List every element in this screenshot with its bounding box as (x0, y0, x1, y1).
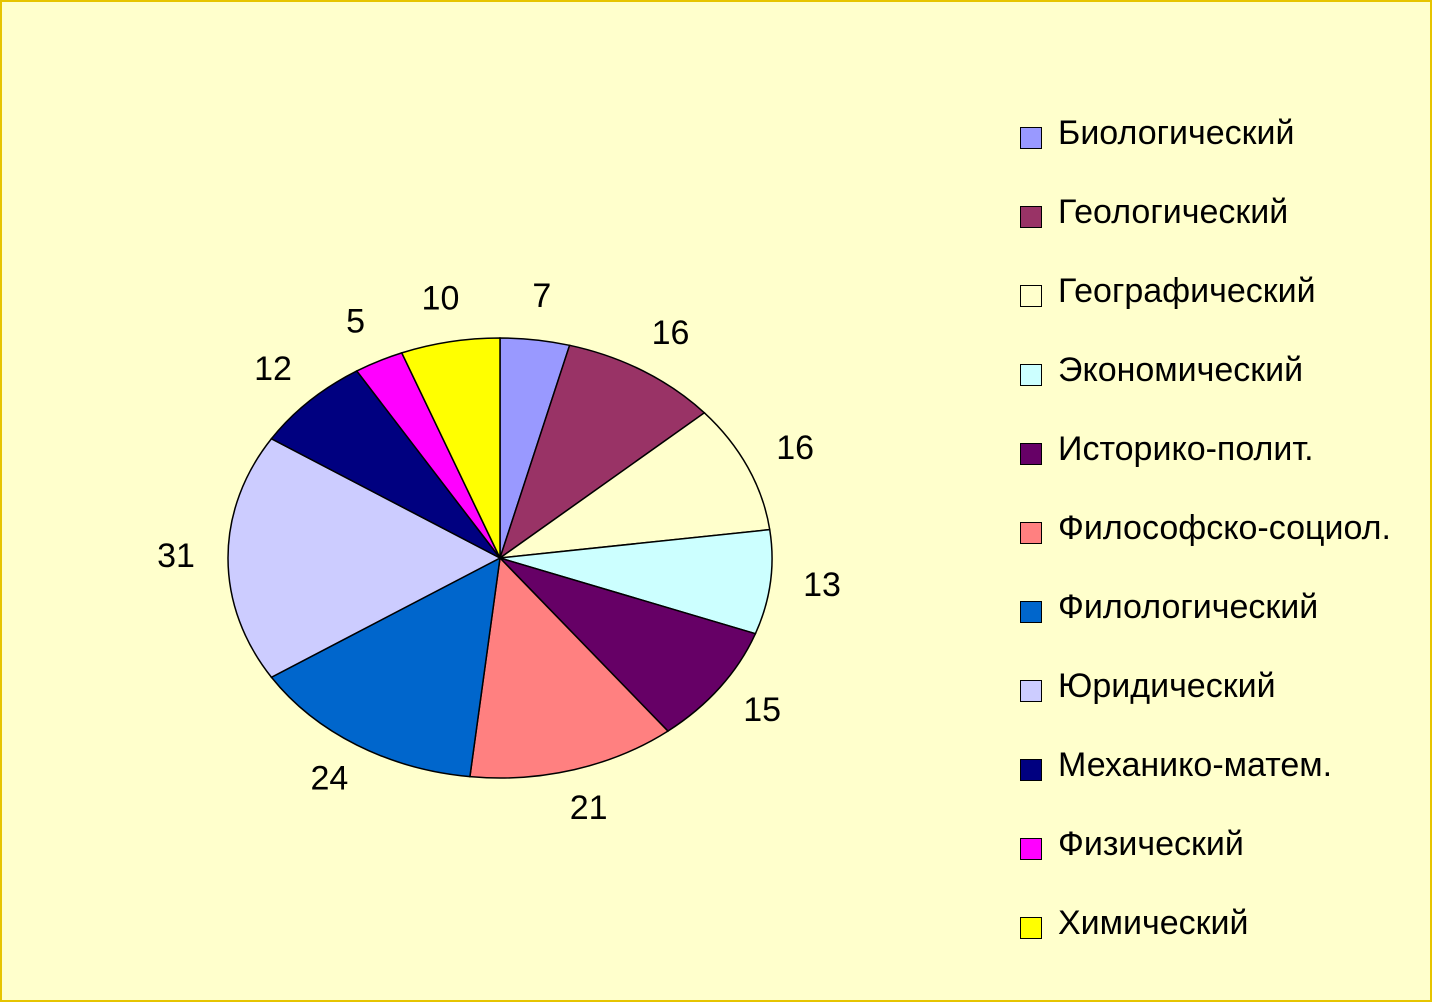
pie-slice (499, 528, 773, 635)
legend-item: Геологический (1020, 193, 1425, 276)
legend-swatch (1020, 522, 1042, 544)
legend-item: Юридический (1020, 667, 1425, 750)
pie-slice (497, 556, 757, 733)
legend-label: Историко-полит. (1058, 430, 1314, 468)
pie-slice (497, 411, 771, 560)
data-label: 7 (532, 277, 551, 315)
legend-item: Механико-матем. (1020, 746, 1425, 829)
legend-label: Химический (1058, 904, 1249, 942)
legend-label: Юридический (1058, 667, 1276, 705)
legend-label: Филологический (1058, 588, 1319, 626)
data-label: 16 (652, 314, 690, 352)
data-label: 10 (422, 279, 460, 317)
legend-swatch (1020, 443, 1042, 465)
pie-slice (270, 370, 501, 559)
pie-slice (227, 437, 502, 679)
data-label: 24 (311, 760, 349, 798)
data-label: 15 (743, 691, 781, 729)
legend-label: Экономический (1058, 351, 1304, 389)
data-label: 13 (803, 566, 841, 604)
legend-swatch (1020, 285, 1042, 307)
pie-slice (270, 556, 501, 778)
data-label: 12 (254, 350, 292, 388)
legend-swatch (1020, 127, 1042, 149)
legend-swatch (1020, 917, 1042, 939)
legend: Биологический Геологический Географический… (1020, 114, 1425, 987)
legend-label: Геологический (1058, 193, 1289, 231)
data-label: 31 (157, 537, 195, 575)
legend-label: Биологический (1058, 114, 1295, 152)
legend-swatch (1020, 759, 1042, 781)
pie-slice (498, 344, 706, 560)
legend-item: Экономический (1020, 351, 1425, 434)
legend-swatch (1020, 364, 1042, 386)
legend-swatch (1020, 838, 1042, 860)
legend-item: Философско-социол. (1020, 509, 1425, 592)
legend-label: Физический (1058, 825, 1244, 863)
legend-label: Философско-социол. (1058, 509, 1391, 547)
legend-label: Географический (1058, 272, 1316, 310)
legend-item: Филологический (1020, 588, 1425, 671)
legend-label: Механико-матем. (1058, 746, 1333, 784)
legend-item: Историко-полит. (1020, 430, 1425, 513)
legend-swatch (1020, 601, 1042, 623)
legend-item: Химический (1020, 904, 1425, 987)
legend-item: Физический (1020, 825, 1425, 908)
data-label: 5 (346, 302, 365, 340)
legend-item: Биологический (1020, 114, 1425, 197)
pie-slice (469, 556, 670, 779)
data-label: 21 (570, 789, 608, 827)
data-label: 16 (776, 429, 814, 467)
pie-slice (400, 337, 501, 559)
legend-item: Географический (1020, 272, 1425, 355)
legend-swatch (1020, 680, 1042, 702)
legend-swatch (1020, 206, 1042, 228)
